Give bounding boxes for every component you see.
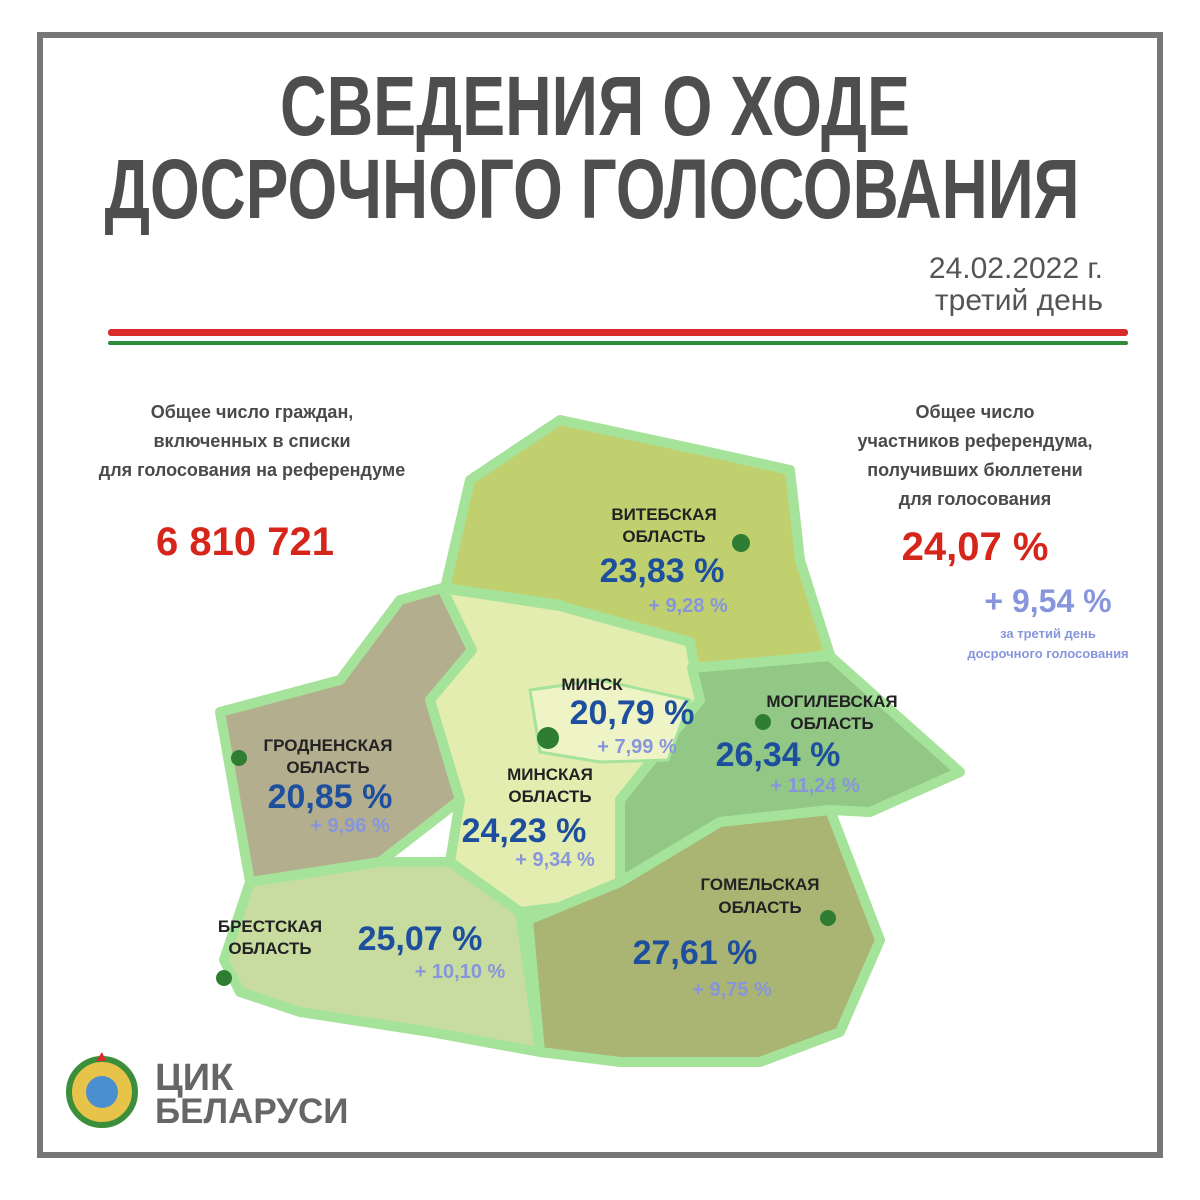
region-name: МИНСКАЯ [507, 765, 593, 784]
logo-text: ЦИК [155, 1057, 234, 1099]
title: ДОСРОЧНОГО ГОЛОСОВАНИЯ [105, 142, 1080, 236]
flag-red [108, 329, 1128, 336]
label: Общее число граждан, [151, 402, 354, 422]
label: получивших бюллетени [867, 460, 1083, 480]
region-increment: + 10,10 % [415, 961, 506, 983]
region-minsk-city [528, 678, 692, 764]
city-dot [216, 970, 232, 986]
city-dot [732, 534, 750, 552]
flag-green [108, 341, 1128, 345]
region-name: МИНСК [561, 675, 623, 694]
region-percent: 20,85 % [268, 778, 393, 816]
region-name: ВИТЕБСКАЯ [611, 505, 716, 524]
note: за третий день [1000, 626, 1096, 641]
region-percent: 24,23 % [462, 812, 587, 850]
right-block: Общее число участников референдума, полу… [858, 402, 1129, 661]
region-increment: + 7,99 % [597, 736, 677, 758]
region-increment: + 9,75 % [692, 979, 772, 1001]
region-percent: 23,83 % [600, 552, 725, 590]
increment-value: + 9,54 % [984, 583, 1111, 619]
city-dot [537, 727, 559, 749]
city-dots [216, 534, 836, 986]
region-name: МОГИЛЕВСКАЯ [766, 692, 897, 711]
city-dot [755, 714, 771, 730]
label: Общее число [915, 402, 1034, 422]
region-increment: + 9,34 % [515, 849, 595, 871]
region-percent: 20,79 % [570, 694, 695, 732]
total-value: 6 810 721 [156, 520, 334, 564]
note: досрочного голосования [967, 646, 1128, 661]
region-name: ОБЛАСТЬ [228, 939, 311, 958]
region-labels: ВИТЕБСКАЯ ОБЛАСТЬ 23,83 % + 9,28 % МИНСК… [218, 505, 898, 1001]
region-percent: 26,34 % [716, 736, 841, 774]
logo-text: БЕЛАРУСИ [155, 1092, 348, 1131]
city-dot [231, 750, 247, 766]
label: для голосования на референдуме [99, 460, 405, 480]
region-increment: + 9,96 % [310, 815, 390, 837]
emblem-globe [86, 1076, 118, 1108]
title: СВЕДЕНИЯ О ХОДЕ [280, 59, 910, 153]
region-name: ОБЛАСТЬ [508, 787, 591, 806]
city-dot [820, 910, 836, 926]
day: третий день [935, 284, 1103, 317]
region-name: ОБЛАСТЬ [718, 898, 801, 917]
label: участников референдума, [858, 431, 1093, 451]
percent-value: 24,07 % [902, 525, 1049, 569]
region-grodno [215, 583, 477, 887]
date: 24.02.2022 г. [929, 252, 1103, 285]
frame [37, 32, 1163, 1158]
label: включенных в списки [153, 431, 350, 451]
emblem-star [96, 1052, 106, 1061]
region-name: ОБЛАСТЬ [622, 527, 705, 546]
region-name: ГОМЕЛЬСКАЯ [700, 875, 819, 894]
region-percent: 25,07 % [358, 920, 483, 958]
logo: ЦИК БЕЛАРУСИ [66, 1052, 348, 1131]
region-percent: 27,61 % [633, 934, 758, 972]
region-brest [219, 857, 545, 1057]
map [215, 415, 965, 1067]
region-increment: + 11,24 % [770, 775, 860, 797]
left-block: Общее число граждан, включенных в списки… [99, 402, 405, 564]
label: для голосования [899, 489, 1051, 509]
region-name: БРЕСТСКАЯ [218, 917, 322, 936]
region-name: ОБЛАСТЬ [790, 714, 873, 733]
region-name: ОБЛАСТЬ [286, 758, 369, 777]
region-name: ГРОДНЕНСКАЯ [264, 736, 393, 755]
region-increment: + 9,28 % [648, 595, 728, 617]
